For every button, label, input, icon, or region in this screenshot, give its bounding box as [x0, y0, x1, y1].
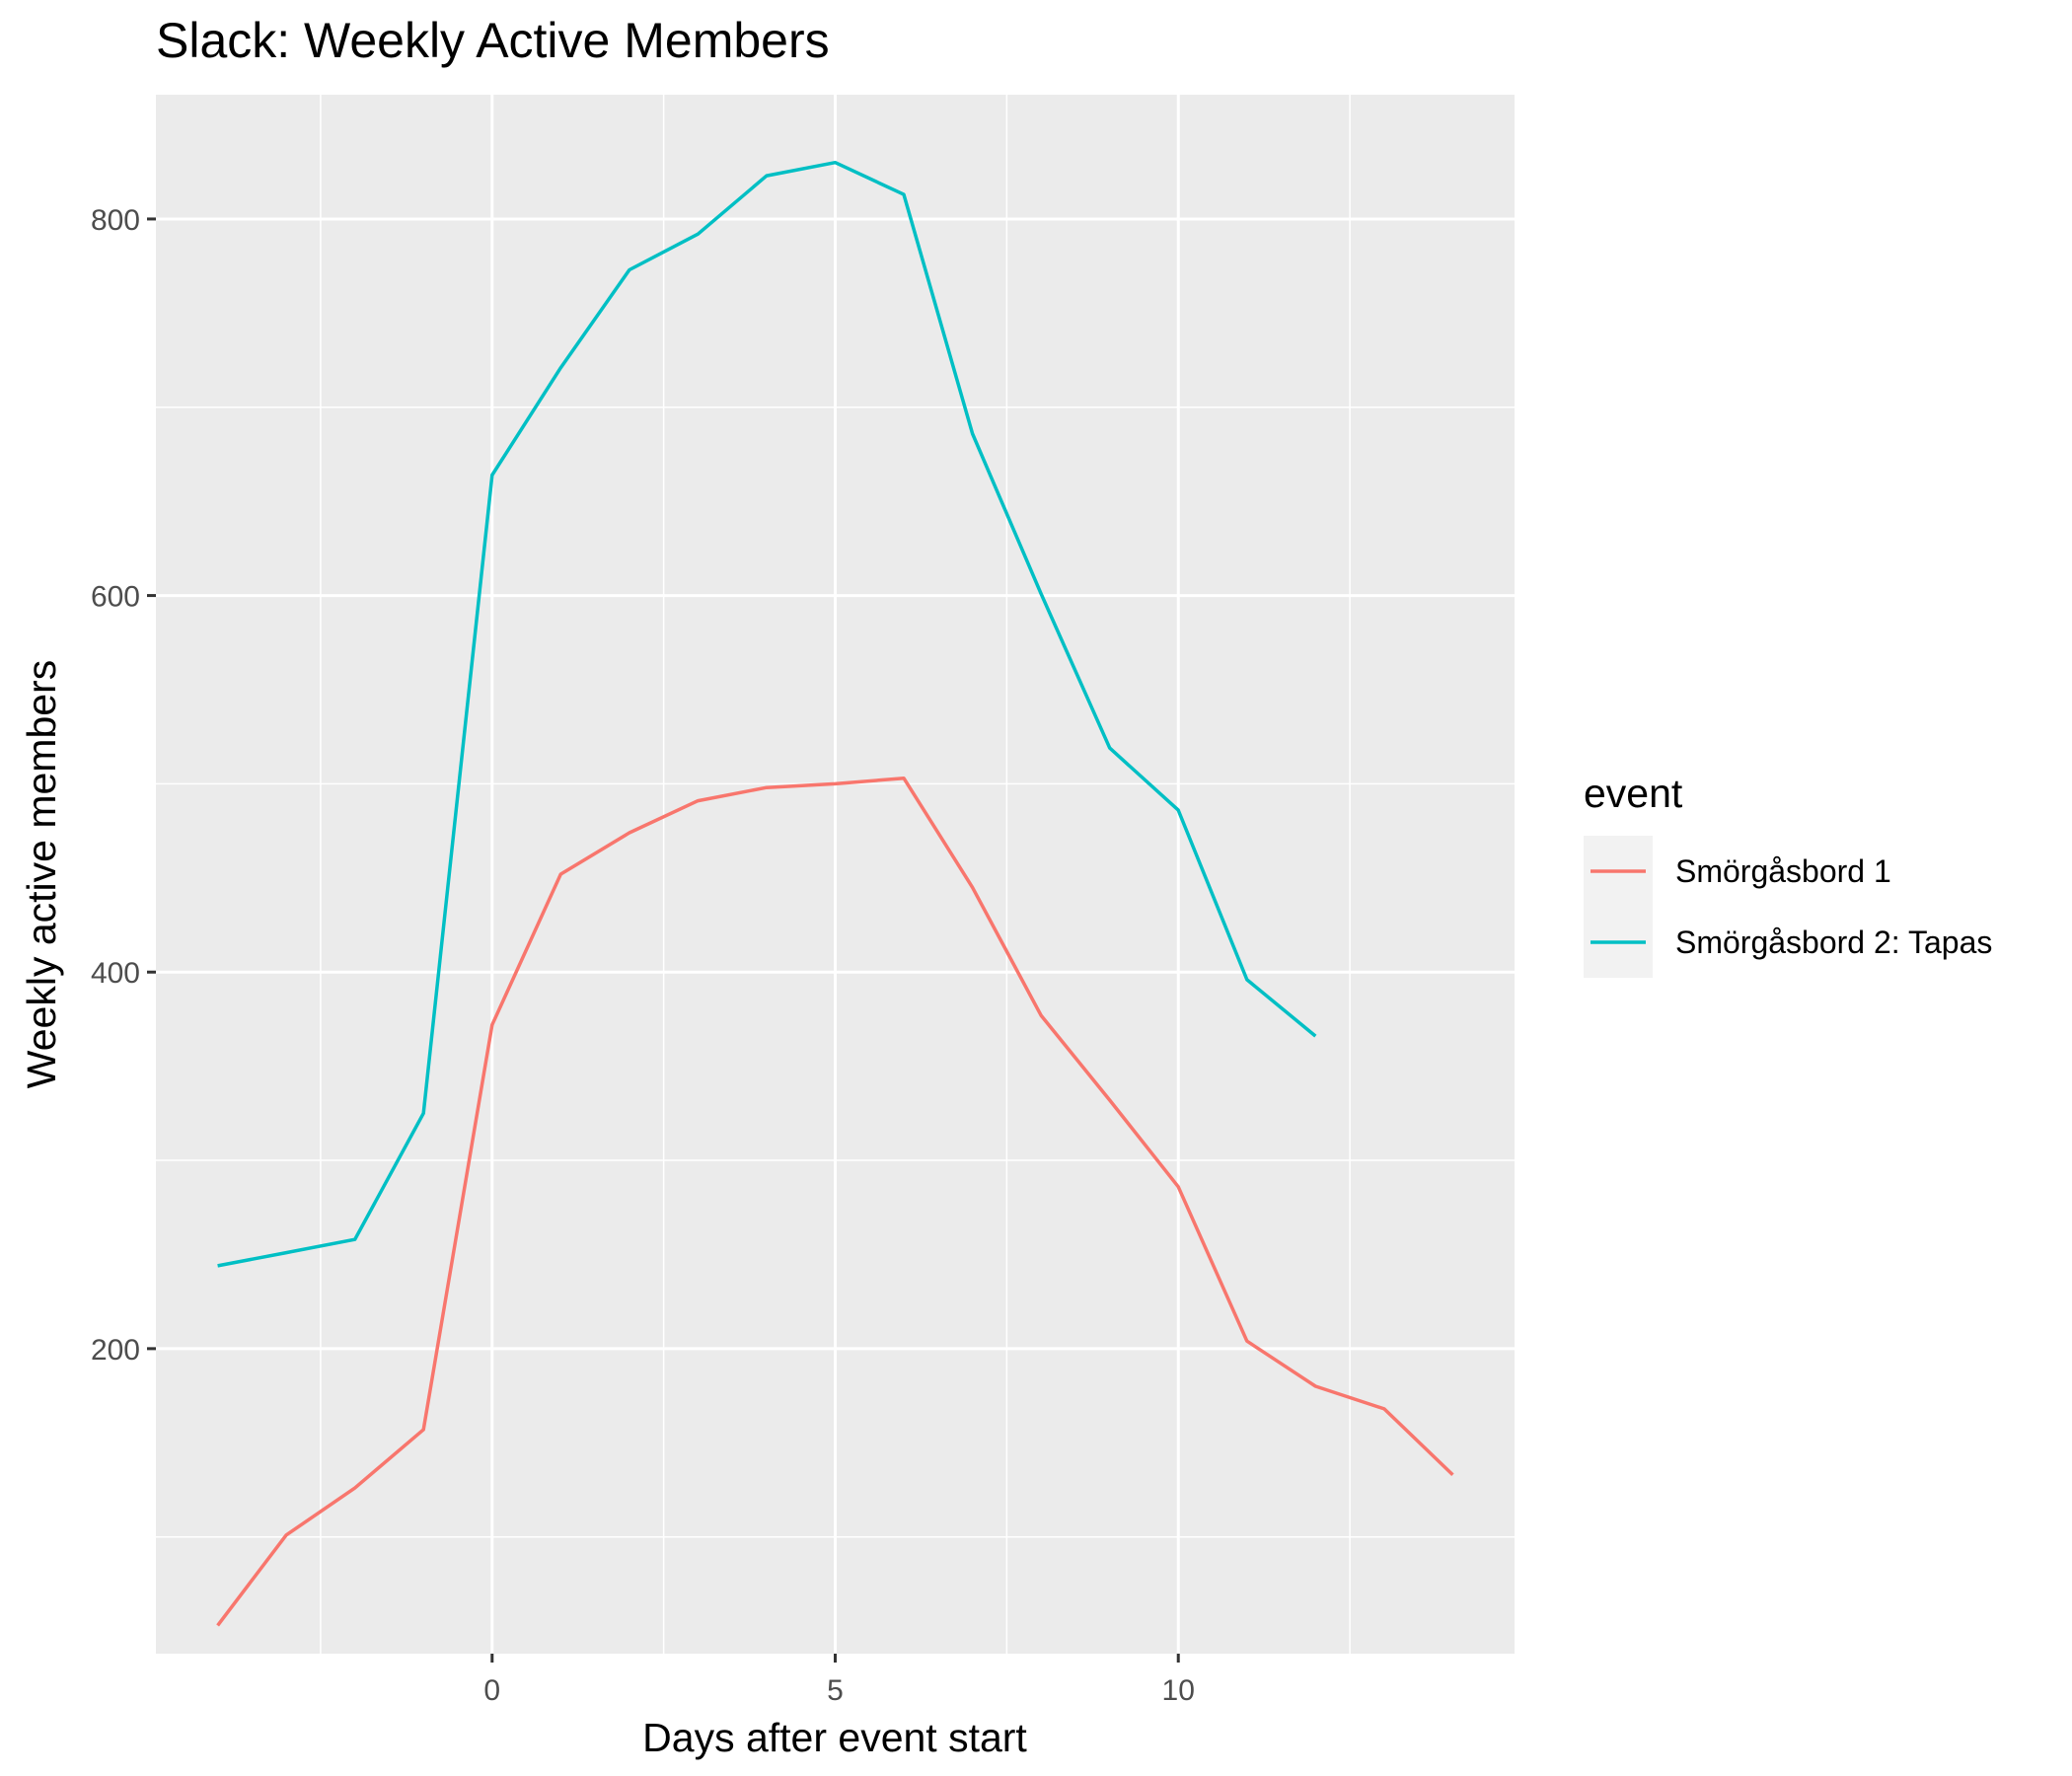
x-tick-label: 0	[483, 1674, 500, 1707]
series-layer	[216, 160, 1454, 1627]
x-axis-title: Days after event start	[642, 1715, 1027, 1760]
legend-label-1: Smörgåsbord 1	[1675, 853, 1891, 889]
chart-title: Slack: Weekly Active Members	[156, 13, 830, 68]
x-tick-label: 10	[1162, 1674, 1195, 1707]
legend: event Smörgåsbord 1 Smörgåsbord 2: Tapas	[1584, 771, 1992, 978]
y-tick-label: 800	[91, 204, 140, 237]
legend-label-2: Smörgåsbord 2: Tapas	[1675, 925, 1992, 960]
y-tick-label: 200	[91, 1334, 140, 1367]
y-axis-title: Weekly active members	[19, 660, 64, 1088]
series-line-1	[216, 776, 1454, 1627]
y-axis: 200 400 600 800	[91, 204, 156, 1367]
x-tick-label: 5	[827, 1674, 844, 1707]
major-gridlines	[156, 95, 1515, 1654]
x-axis: 0 5 10	[483, 1654, 1195, 1707]
y-tick-label: 600	[91, 581, 140, 614]
series-line-2	[217, 160, 1317, 1268]
legend-items: Smörgåsbord 1 Smörgåsbord 2: Tapas	[1584, 836, 1992, 978]
legend-title: event	[1584, 771, 1683, 816]
y-tick-label: 400	[91, 957, 140, 990]
